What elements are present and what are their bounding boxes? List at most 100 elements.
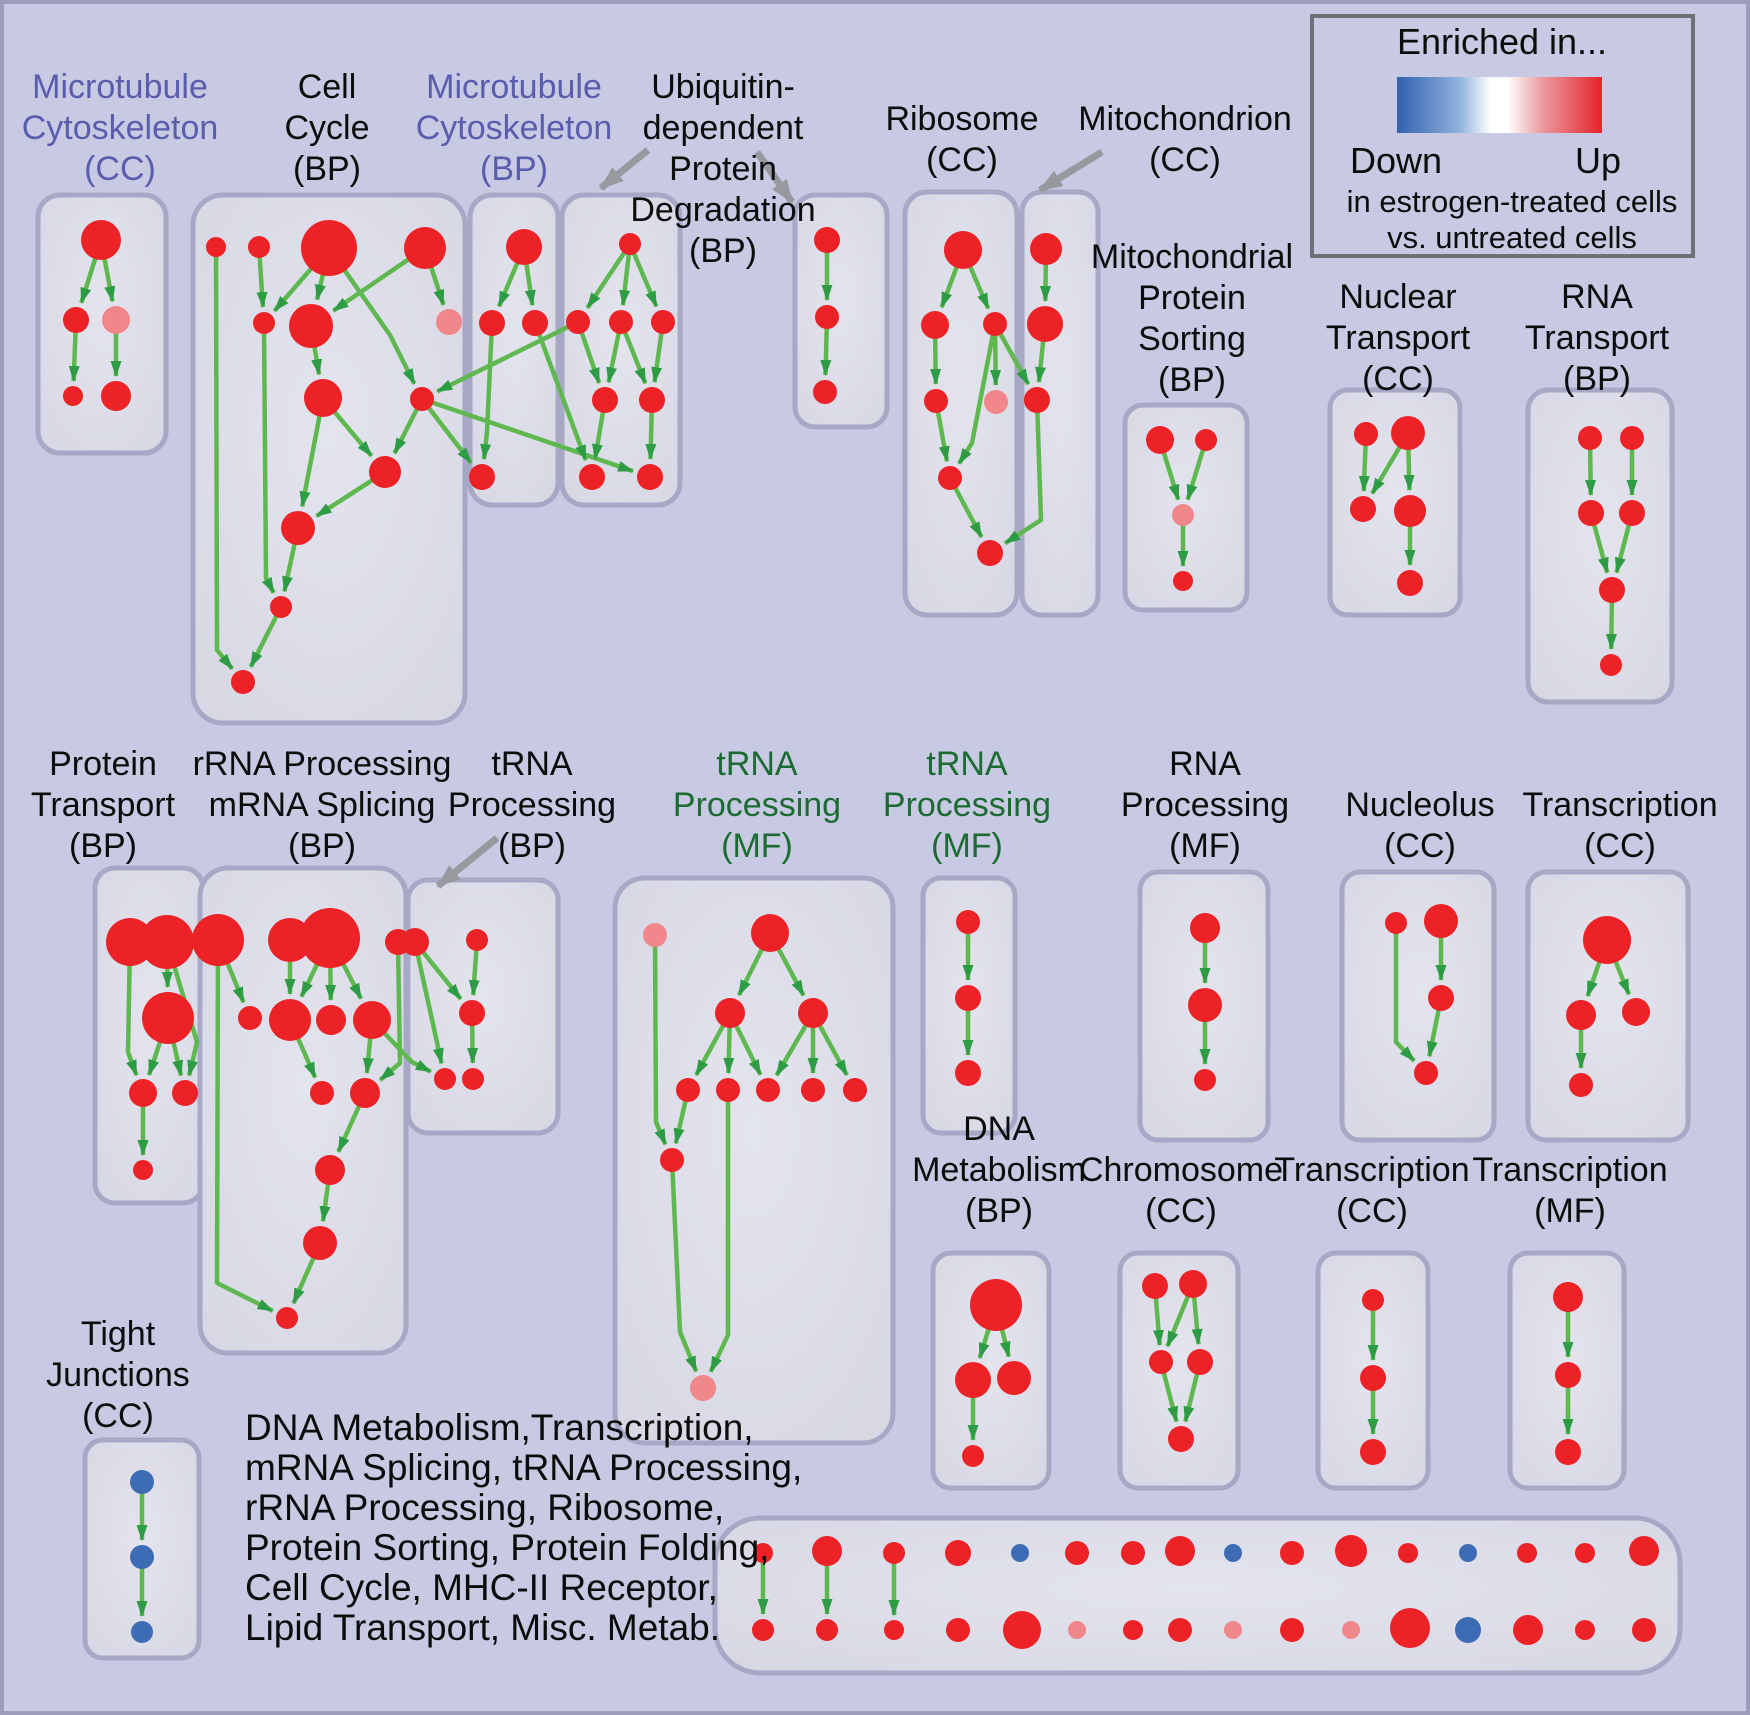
go-term-node <box>716 1078 740 1102</box>
legend-down-label: Down <box>1350 140 1442 181</box>
cluster-box-16 <box>1339 869 1497 1143</box>
relation-edge-arrow <box>79 256 98 304</box>
go-term-node <box>1280 1618 1304 1642</box>
go-term-node <box>1354 422 1378 446</box>
go-term-node <box>643 923 667 947</box>
go-term-node <box>1168 1618 1192 1642</box>
relation-edge-arrow <box>261 331 276 594</box>
cluster-label: Nuclear Transport (CC) <box>1326 278 1471 398</box>
go-term-node <box>133 1160 153 1180</box>
relation-edge-arrow <box>340 961 364 1000</box>
go-term-node <box>1600 654 1622 676</box>
go-term-node <box>962 1445 984 1467</box>
relation-edge-arrow <box>172 965 200 1077</box>
go-term-node <box>1575 1543 1595 1563</box>
go-term-node <box>350 1078 380 1108</box>
relation-edge-arrow <box>524 262 536 307</box>
relation-edge-arrow <box>468 948 480 997</box>
relation-edge-arrow <box>392 406 420 455</box>
go-term-node <box>1187 1349 1213 1375</box>
go-term-node <box>639 387 665 413</box>
go-term-node <box>798 998 828 1028</box>
relation-edge-arrow <box>1358 443 1370 493</box>
go-term-node <box>753 1543 773 1563</box>
relation-edge-arrow <box>1034 339 1046 384</box>
go-term-node <box>1011 1544 1029 1562</box>
relation-edge-arrow <box>1161 450 1181 501</box>
go-term-node <box>1188 988 1222 1022</box>
go-term-node <box>1179 1270 1207 1298</box>
go-term-node <box>131 1621 153 1643</box>
relation-edge-arrow <box>935 410 950 463</box>
cluster-label: Tight Junctions (CC) <box>46 1315 190 1435</box>
go-term-node <box>269 999 311 1041</box>
relation-edge-arrow <box>723 1025 735 1075</box>
go-term-node <box>172 1080 198 1106</box>
go-term-node <box>1172 504 1194 526</box>
cluster-label: Transcription (CC) <box>1522 786 1717 865</box>
cluster-box-19 <box>1117 1250 1241 1491</box>
relation-edge-arrow <box>102 257 116 303</box>
go-term-node <box>1569 1073 1593 1097</box>
go-term-node <box>303 1226 337 1260</box>
go-term-node <box>883 1542 905 1564</box>
cluster-label: Protein Transport (BP) <box>31 745 176 865</box>
go-term-node <box>479 310 505 336</box>
go-term-node <box>660 1148 684 1172</box>
relation-edge-arrow <box>592 410 606 461</box>
relation-edge-arrow <box>1613 959 1631 996</box>
go-term-node <box>651 310 675 334</box>
go-term-node <box>276 1307 298 1329</box>
relation-edge-arrow <box>708 1100 731 1373</box>
go-term-node <box>1578 500 1604 526</box>
go-term-node <box>1173 571 1193 591</box>
relation-edge-arrow <box>1040 262 1052 303</box>
relation-edge-arrow <box>299 414 322 508</box>
go-term-node <box>459 1000 485 1026</box>
go-term-node <box>1555 1439 1581 1465</box>
go-term-node <box>1224 1544 1242 1562</box>
go-term-node <box>752 1619 774 1641</box>
relation-edge-arrow <box>362 1036 374 1075</box>
go-term-node <box>316 1005 346 1035</box>
relation-edge-arrow <box>585 250 627 310</box>
relation-edge-arrow <box>694 1023 726 1077</box>
go-term-node <box>1455 1617 1481 1643</box>
go-term-node <box>1360 1439 1386 1465</box>
relation-edge-arrow <box>652 944 668 1146</box>
go-term-node <box>751 914 789 952</box>
go-term-node <box>1195 429 1217 451</box>
go-term-node <box>1190 913 1220 943</box>
relation-edge-arrow <box>1591 523 1610 574</box>
relation-edge-arrow <box>977 1327 992 1359</box>
go-term-node <box>369 456 401 488</box>
relation-edge-arrow <box>645 410 657 461</box>
go-term-node <box>955 1362 991 1398</box>
go-term-node <box>1146 426 1174 454</box>
go-term-node <box>401 928 429 956</box>
go-term-node <box>270 596 292 618</box>
go-term-node <box>566 310 590 334</box>
cluster-label: Cell Cycle (BP) <box>284 68 369 188</box>
relation-edge-arrow <box>272 266 314 313</box>
cluster-label: Mitochondrial Protein Sorting (BP) <box>1091 238 1293 399</box>
go-term-node <box>63 386 83 406</box>
relation-edge-arrow <box>1393 932 1416 1063</box>
go-term-node <box>1622 998 1650 1026</box>
relation-edge-arrow <box>420 949 463 1001</box>
legend-gradient-bar <box>1397 77 1602 133</box>
go-term-node <box>410 387 434 411</box>
go-term-node <box>1030 233 1062 265</box>
go-term-node <box>1428 985 1454 1011</box>
relation-edge-arrow <box>480 333 494 461</box>
go-term-node <box>690 1375 716 1401</box>
go-term-node <box>142 992 194 1044</box>
go-term-node <box>1342 1621 1360 1639</box>
cluster-label: RNA Processing (MF) <box>1121 745 1289 865</box>
go-term-node <box>1629 1536 1659 1566</box>
cluster-label: Transcription (MF) <box>1472 1151 1667 1230</box>
go-term-node <box>1578 426 1602 450</box>
cluster-label: Transcription (CC) <box>1274 1151 1469 1230</box>
go-term-node <box>140 915 194 969</box>
